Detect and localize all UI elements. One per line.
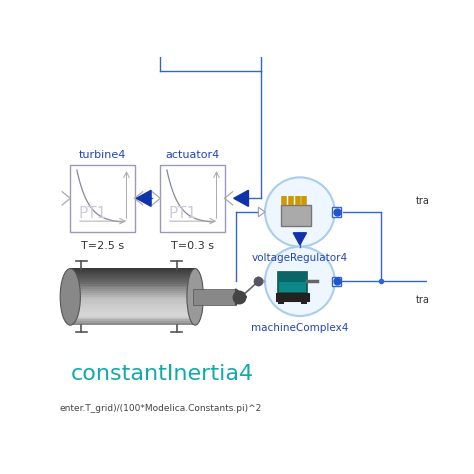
Polygon shape — [258, 277, 265, 286]
Bar — [70, 274, 195, 276]
Bar — [70, 293, 195, 295]
Polygon shape — [234, 190, 248, 206]
Text: T=2.5 s: T=2.5 s — [81, 241, 124, 251]
Bar — [70, 289, 195, 291]
Bar — [332, 207, 341, 217]
Circle shape — [265, 246, 335, 316]
Bar — [278, 301, 284, 304]
Bar — [70, 272, 195, 274]
Bar — [301, 301, 307, 304]
Bar — [70, 319, 195, 321]
Bar — [70, 287, 195, 289]
Bar — [70, 297, 195, 299]
Bar — [70, 164, 135, 232]
Bar — [278, 272, 307, 283]
Bar — [70, 317, 195, 319]
Bar — [70, 302, 195, 304]
Bar — [70, 323, 195, 325]
Polygon shape — [258, 207, 265, 217]
Text: tra: tra — [416, 295, 429, 305]
Bar — [70, 304, 195, 306]
Bar — [70, 300, 195, 302]
Bar — [70, 270, 195, 273]
Bar — [278, 272, 307, 293]
Bar — [70, 321, 195, 323]
Bar — [70, 308, 195, 310]
Text: actuator4: actuator4 — [165, 150, 219, 160]
Circle shape — [265, 177, 335, 246]
Bar — [70, 295, 195, 297]
Bar — [70, 291, 195, 293]
Text: PT1: PT1 — [169, 206, 197, 221]
Bar — [70, 311, 195, 314]
Text: turbine4: turbine4 — [79, 150, 126, 160]
Bar — [70, 276, 195, 278]
Bar — [332, 277, 341, 286]
Bar — [70, 313, 195, 316]
Polygon shape — [293, 233, 307, 245]
Polygon shape — [137, 190, 151, 206]
Text: enter.T_grid)/(100*Modelica.Constants.pi)^2: enter.T_grid)/(100*Modelica.Constants.pi… — [59, 404, 262, 413]
Bar — [281, 205, 311, 226]
Text: constantInertia4: constantInertia4 — [70, 364, 254, 383]
Text: PT1: PT1 — [79, 206, 107, 221]
Bar — [70, 268, 195, 271]
Bar — [70, 298, 195, 301]
Polygon shape — [236, 289, 246, 305]
Ellipse shape — [187, 269, 203, 325]
Bar — [70, 310, 195, 312]
Bar — [276, 293, 309, 301]
Text: machineComplex4: machineComplex4 — [251, 323, 348, 333]
Bar — [70, 306, 195, 308]
Bar — [70, 315, 195, 318]
Text: voltageRegulator4: voltageRegulator4 — [252, 253, 348, 263]
Bar — [70, 285, 195, 287]
Bar — [70, 283, 195, 285]
Bar — [70, 278, 195, 280]
Text: tra: tra — [416, 196, 429, 206]
Bar — [193, 289, 236, 305]
Bar — [70, 280, 195, 282]
Ellipse shape — [60, 269, 81, 325]
Text: T=0.3 s: T=0.3 s — [171, 241, 214, 251]
Bar — [160, 164, 225, 232]
Bar — [70, 282, 195, 283]
